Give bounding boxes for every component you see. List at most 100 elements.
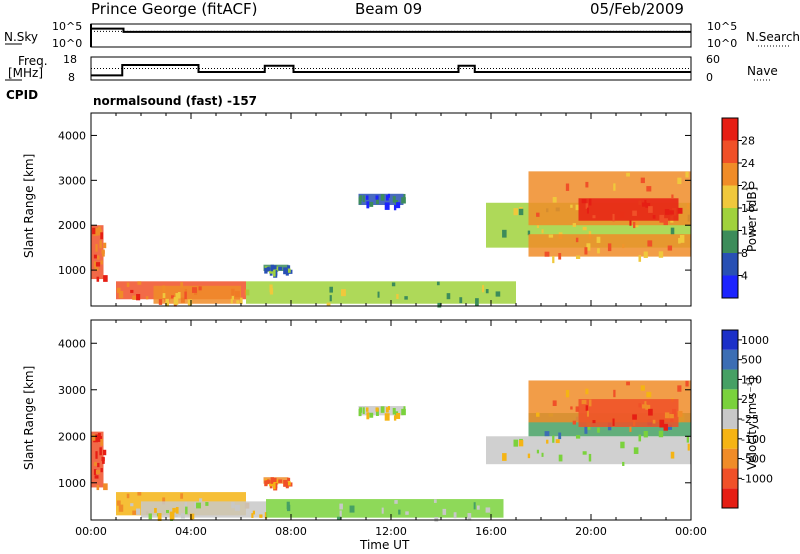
power-echo-speckle: [679, 234, 685, 243]
power-echo-speckle: [365, 195, 369, 200]
power-echo-speckle: [664, 209, 670, 215]
power-echo-speckle: [340, 289, 346, 297]
power-echo-speckle: [136, 294, 141, 301]
power-echo-speckle: [437, 302, 442, 308]
power-ytick-label-1: 2000: [58, 219, 86, 232]
velocity-echo-speckle: [97, 462, 100, 468]
velocity-echo-speckle: [536, 449, 540, 454]
power-echo-speckle: [231, 296, 234, 300]
velocity-echo-speckle: [349, 505, 355, 513]
velocity-echo-speckle: [687, 443, 690, 451]
velocity-colorbar-swatch-2: [722, 448, 738, 469]
velocity-echo-speckle: [369, 412, 374, 418]
velocity-echo-speckle: [442, 508, 447, 515]
mode-label: normalsound (fast) -157: [93, 94, 258, 108]
power-echo-speckle: [264, 267, 268, 274]
cpid-label: CPID: [6, 88, 39, 102]
velocity-echo-speckle: [646, 391, 652, 398]
pow-tick-top-right: 10^5: [707, 20, 738, 33]
power-colorbar-swatch-0: [722, 275, 738, 298]
velocity-echo-speckle: [387, 406, 391, 411]
power-echo-speckle: [369, 201, 374, 207]
power-echo-speckle: [158, 299, 163, 305]
power-echo-speckle: [375, 196, 379, 205]
velocity-echo-speckle: [620, 441, 625, 449]
power-echo-speckle: [103, 275, 108, 282]
velocity-echo-speckle: [385, 407, 389, 413]
time-tick-label-5: 20:00: [575, 525, 607, 538]
power-echo-speckle: [629, 220, 632, 226]
velocity-echo-speckle: [381, 507, 384, 514]
power-echo-speckle: [626, 172, 630, 177]
velocity-echo-speckle: [132, 510, 137, 515]
power-colorbar-swatch-5: [722, 163, 738, 186]
power-echo-speckle: [536, 224, 540, 229]
velocity-echo-speckle: [273, 477, 277, 482]
freq-tick-top: 18: [63, 53, 77, 66]
power-echo-speckle: [607, 243, 612, 252]
velocity-echo-speckle: [102, 449, 107, 456]
power-echo-speckle: [387, 193, 391, 198]
date-title: 05/Feb/2009: [590, 0, 684, 18]
velocity-echo-speckle: [118, 504, 124, 512]
velocity-echo-speckle: [541, 452, 544, 457]
velocity-echo-speckle: [286, 504, 291, 512]
power-echo-speckle: [126, 282, 130, 288]
velocity-echo-speckle: [622, 461, 625, 466]
velocity-echo-speckle: [632, 414, 637, 420]
velocity-echo-speckle: [434, 516, 439, 522]
velocity-echo-speckle: [403, 406, 406, 411]
velocity-colorbar-tick-label-6: -500: [741, 453, 766, 466]
power-echo-speckle: [588, 198, 592, 206]
power-colorbar-tick-label-5: 24: [741, 157, 755, 170]
power-echo-speckle: [269, 269, 274, 274]
power-echo-speckle: [536, 212, 540, 217]
power-echo-speckle: [95, 262, 101, 267]
power-echo-speckle: [586, 207, 589, 214]
power-echo-speckle: [93, 254, 97, 259]
velocity-echo-speckle: [126, 493, 130, 499]
velocity-echo-speckle: [643, 430, 648, 438]
power-echo-speckle: [377, 291, 380, 298]
power-echo-speckle: [393, 204, 397, 211]
velocity-echo-speckle: [536, 412, 540, 417]
power-echo-speckle: [180, 282, 184, 288]
power-echo-speckle: [613, 183, 616, 191]
power-colorbar-swatch-2: [722, 230, 738, 253]
velocity-echo-group: [91, 380, 691, 522]
velocity-echo-speckle: [645, 404, 651, 410]
velocity-echo-speckle: [393, 415, 397, 421]
velocity-echo-speckle: [642, 404, 647, 409]
power-echo-speckle: [670, 227, 675, 235]
velocity-echo-speckle: [544, 431, 550, 437]
station-title: Prince George (fitACF): [91, 0, 258, 18]
power-echo-speckle: [585, 181, 589, 188]
power-echo-speckle: [548, 234, 554, 238]
power-echo-speckle: [97, 226, 101, 232]
power-echo-speckle: [552, 197, 557, 203]
power-colorbar-swatch-7: [722, 118, 738, 141]
velocity-echo-speckle: [586, 410, 589, 417]
velocity-echo-speckle: [677, 410, 683, 417]
velocity-echo-speckle: [686, 436, 689, 443]
velocity-echo-speckle: [592, 420, 596, 424]
power-echo-speckle: [647, 240, 653, 247]
velocity-colorbar-tick-label-5: -100: [741, 433, 766, 446]
velocity-echo-speckle: [97, 436, 102, 442]
power-echo-speckle: [572, 223, 577, 227]
power-echo-speckle: [188, 300, 191, 306]
pow-tick-top: 10^5: [52, 20, 83, 33]
velocity-echo-speckle: [266, 480, 271, 484]
velocity-echo-speckle: [640, 385, 645, 391]
power-echo-speckle: [565, 183, 570, 191]
velocity-echo-speckle: [270, 477, 274, 484]
noise-line-0: [91, 27, 691, 33]
power-echo-speckle: [173, 297, 179, 305]
power-colorbar-tick-label-1: 8: [741, 247, 748, 260]
noise-frame: [90, 23, 692, 48]
freq-line-0: [91, 64, 691, 77]
velocity-echo-speckle: [148, 513, 152, 520]
velocity-ytick-label-3: 4000: [58, 337, 86, 350]
power-echo-speckle: [575, 255, 581, 259]
